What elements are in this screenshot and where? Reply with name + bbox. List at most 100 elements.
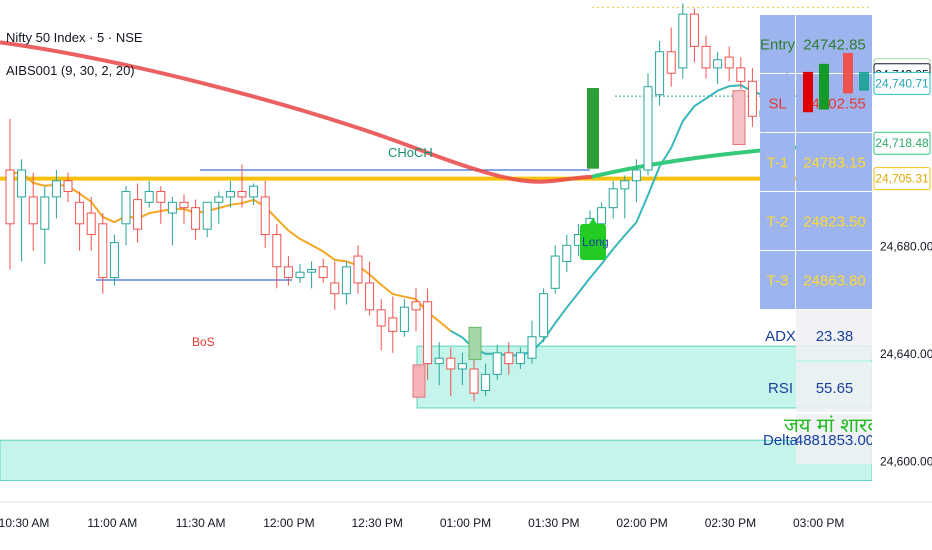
candle bbox=[701, 35, 711, 79]
candle-body bbox=[365, 282, 375, 311]
candle-body bbox=[620, 180, 630, 190]
candle bbox=[666, 27, 676, 87]
candle-body bbox=[121, 191, 131, 225]
candle-body bbox=[249, 185, 259, 198]
candle bbox=[63, 172, 73, 203]
x-axis-tick-label: 03:00 PM bbox=[793, 516, 844, 530]
candle bbox=[272, 223, 282, 289]
candle-body bbox=[86, 212, 96, 236]
candle bbox=[527, 320, 537, 364]
candle-body bbox=[724, 56, 734, 69]
table-overlay-candle bbox=[819, 63, 829, 110]
candle-body bbox=[109, 242, 119, 279]
table-label-t2: T-2 bbox=[767, 214, 789, 231]
candle-body bbox=[307, 269, 317, 273]
table-value-cell bbox=[796, 15, 873, 73]
candle-body bbox=[504, 352, 514, 365]
candle-body bbox=[179, 201, 189, 209]
table-label-cell bbox=[760, 74, 795, 132]
candle bbox=[689, 8, 699, 63]
candle bbox=[179, 194, 189, 224]
candle-body bbox=[608, 188, 618, 209]
price-tag-box[interactable] bbox=[873, 131, 931, 155]
price-tag-box[interactable] bbox=[873, 71, 931, 95]
candle bbox=[283, 256, 293, 286]
candle bbox=[678, 3, 688, 79]
candle-body bbox=[515, 352, 525, 365]
candle bbox=[144, 180, 154, 208]
candle bbox=[457, 352, 467, 386]
candle-body bbox=[747, 80, 757, 117]
candle-body bbox=[341, 266, 351, 295]
candle bbox=[307, 261, 317, 289]
candle bbox=[423, 288, 433, 380]
candle-body bbox=[678, 13, 688, 69]
candle bbox=[295, 264, 305, 283]
table-overlay-candle bbox=[859, 71, 869, 91]
candle-body bbox=[550, 255, 560, 289]
candle bbox=[411, 288, 421, 332]
table-label-cell bbox=[760, 192, 795, 250]
demand-zone-lower bbox=[0, 439, 873, 482]
x-axis-tick-label: 02:30 PM bbox=[705, 516, 756, 530]
candle bbox=[655, 40, 665, 106]
candle bbox=[434, 342, 444, 386]
candle-body bbox=[330, 282, 340, 295]
candle-body bbox=[457, 363, 467, 370]
table-overlay-candle bbox=[803, 71, 813, 113]
candle-body bbox=[17, 169, 27, 198]
price-tag-label: 24,705.31 bbox=[875, 172, 929, 186]
y-axis-tick-label: 24,680.00 bbox=[880, 240, 932, 254]
candle bbox=[121, 186, 131, 246]
candle-body bbox=[527, 336, 537, 359]
candle bbox=[747, 67, 757, 128]
candle-body bbox=[434, 357, 444, 365]
indicator-title[interactable]: AIBS001 (9, 30, 2, 20) bbox=[6, 63, 135, 78]
candle bbox=[446, 347, 456, 396]
candle bbox=[202, 201, 212, 238]
candle-body bbox=[283, 266, 293, 279]
highlight-candle-pink bbox=[732, 90, 746, 145]
candle bbox=[17, 159, 27, 262]
candle-body bbox=[144, 191, 154, 203]
x-axis-tick-label: 12:00 PM bbox=[263, 516, 314, 530]
candle-body bbox=[133, 199, 143, 230]
price-tag-label: 24,718.48 bbox=[875, 136, 929, 150]
candle bbox=[225, 180, 235, 208]
symbol-title[interactable]: Nifty 50 Index · 5 · NSE bbox=[6, 30, 143, 45]
price-tag-box[interactable] bbox=[873, 167, 931, 191]
candle bbox=[40, 186, 50, 265]
candle-body bbox=[63, 180, 73, 193]
long-signal-box[interactable] bbox=[580, 224, 606, 260]
candle-body bbox=[736, 67, 746, 82]
highlight-candle-green bbox=[468, 326, 482, 361]
candle bbox=[550, 245, 560, 294]
candle-body bbox=[399, 306, 409, 332]
x-axis-tick-label: 10:30 AM bbox=[0, 516, 49, 530]
candle bbox=[631, 159, 641, 203]
candle-body bbox=[202, 201, 212, 230]
long-label: Long bbox=[582, 235, 609, 249]
candle-body bbox=[167, 201, 177, 214]
indicator-label-adx: ADX bbox=[765, 328, 796, 345]
candle bbox=[469, 352, 479, 402]
bos-label: BoS bbox=[192, 335, 215, 349]
candle-body bbox=[98, 223, 108, 279]
candle bbox=[75, 191, 85, 251]
table-label-entry: Entry bbox=[760, 37, 796, 54]
candle-body bbox=[376, 309, 386, 327]
candle bbox=[736, 57, 746, 90]
candle bbox=[353, 245, 363, 294]
indicator-value-delta: 4881853.00 bbox=[795, 432, 874, 449]
candle-body bbox=[237, 191, 247, 198]
indicator-label-delta: Delta bbox=[763, 432, 799, 449]
candle bbox=[109, 234, 119, 286]
candle-body bbox=[689, 13, 699, 47]
candle bbox=[376, 299, 386, 351]
candle bbox=[237, 164, 247, 208]
table-value-t2: 24823.50 bbox=[803, 214, 866, 231]
table-value-t3: 24863.80 bbox=[803, 273, 866, 290]
candle-body bbox=[75, 201, 85, 225]
candle bbox=[608, 180, 618, 219]
